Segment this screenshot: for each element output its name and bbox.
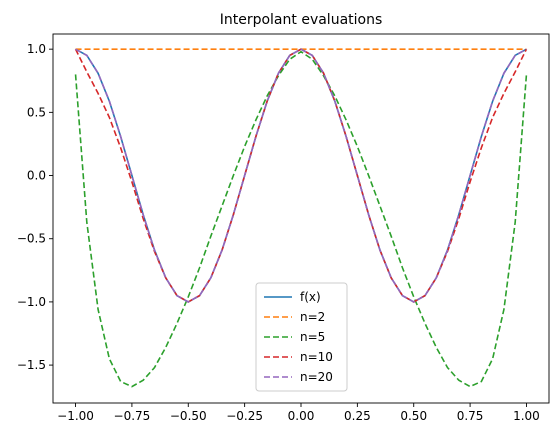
- legend-label: n=5: [300, 330, 325, 344]
- y-tick-label: −1.0: [17, 295, 46, 309]
- plot-area: [74, 48, 528, 388]
- y-tick-label: 0.0: [27, 169, 46, 183]
- legend-label: n=20: [300, 370, 333, 384]
- x-tick-label: −1.00: [57, 409, 94, 423]
- series-line-n-10: [74, 48, 528, 303]
- x-tick-label: 1.00: [513, 409, 540, 423]
- legend-label: f(x): [300, 290, 321, 304]
- legend-box: [255, 282, 348, 392]
- y-tick-label: 1.0: [27, 42, 46, 56]
- x-tick-label: −0.25: [226, 409, 263, 423]
- y-tick-label: −1.5: [17, 358, 46, 372]
- y-tick-label: −0.5: [17, 232, 46, 246]
- y-tick-label: 0.5: [27, 105, 46, 119]
- series-line-n-20: [75, 48, 527, 303]
- x-tick-label: −0.50: [170, 409, 207, 423]
- x-tick-label: 0.25: [344, 409, 371, 423]
- x-tick-label: 0.75: [457, 409, 484, 423]
- legend: f(x) n=2 n=5 n=10 n=20: [255, 282, 348, 392]
- legend-label: n=10: [300, 350, 333, 364]
- x-tick-label: −0.75: [114, 409, 151, 423]
- chart-title: Interpolant evaluations: [220, 12, 383, 28]
- legend-label: n=2: [300, 310, 325, 324]
- series-line-f-x-: [75, 48, 527, 303]
- x-tick-label: 0.00: [288, 409, 315, 423]
- x-tick-label: 0.50: [400, 409, 427, 423]
- series-line-n-5: [74, 50, 528, 388]
- axes: −1.00 −0.75 −0.50 −0.25 0.00 0.25 0.50 0.75 1.00…: [17, 33, 550, 423]
